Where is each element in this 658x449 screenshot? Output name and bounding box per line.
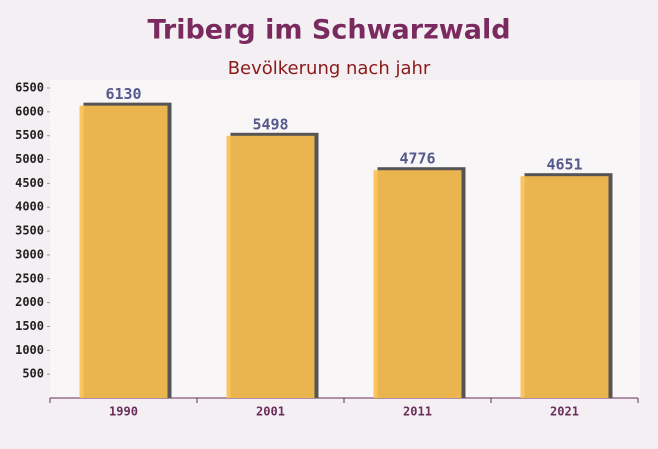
x-tick-label: 2001	[256, 405, 285, 419]
value-label: 6130	[105, 85, 141, 103]
x-tick-label: 2011	[403, 405, 432, 419]
y-tick-label: 1500	[15, 319, 44, 333]
y-tick-label: 4000	[15, 200, 44, 214]
y-tick-label: 5000	[15, 152, 44, 166]
y-tick-label: 6000	[15, 104, 44, 118]
y-tick-label: 5500	[15, 128, 44, 142]
value-label: 5498	[252, 115, 288, 133]
bar	[373, 170, 462, 398]
y-tick-label: 3500	[15, 224, 44, 238]
y-tick-label: 500	[22, 367, 44, 381]
y-tick-label: 2000	[15, 295, 44, 309]
y-tick-label: 2500	[15, 271, 44, 285]
y-tick-label: 6500	[15, 81, 44, 95]
bar	[79, 105, 168, 399]
x-tick-label: 2021	[550, 405, 579, 419]
y-tick-label: 1000	[15, 343, 44, 357]
chart-title: Triberg im Schwarzwald	[147, 15, 510, 46]
x-tick-label: 1990	[109, 405, 138, 419]
chart-subtitle: Bevölkerung nach jahr	[228, 58, 431, 79]
y-tick-label: 4500	[15, 176, 44, 190]
bar	[520, 176, 609, 398]
bar	[226, 135, 315, 398]
value-label: 4651	[546, 156, 582, 174]
y-tick-label: 3000	[15, 247, 44, 261]
value-label: 4776	[399, 150, 435, 168]
